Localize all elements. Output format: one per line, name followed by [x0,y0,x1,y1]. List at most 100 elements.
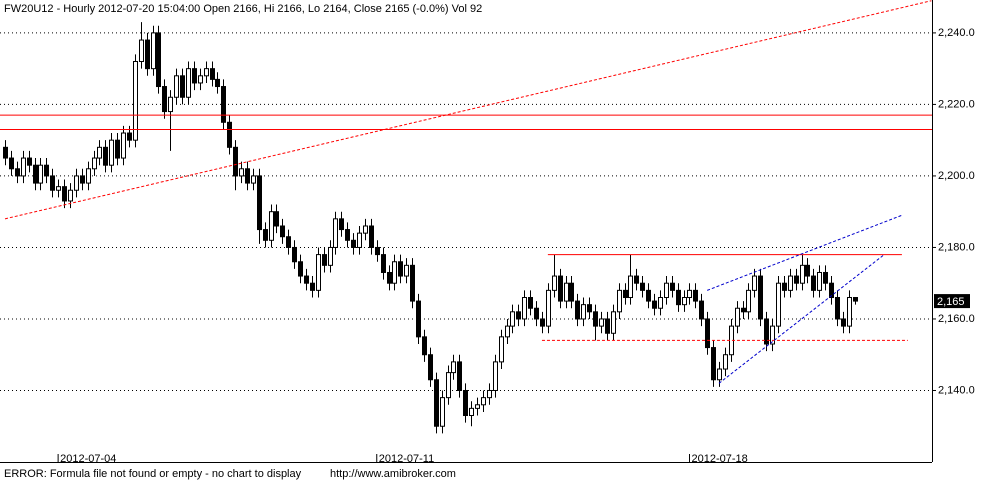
candle-body [27,157,32,166]
candle-body [593,311,598,327]
candle-body [304,275,309,284]
candle-body [835,297,840,320]
candle-body [640,282,645,291]
candle-body [558,275,563,302]
candle-body [162,86,167,113]
candle-body [699,300,704,320]
candle-body [121,132,126,159]
candle-body [481,397,486,406]
candle-body [133,61,138,141]
candle-body [239,168,244,177]
candle-body [151,32,156,70]
candle-body [723,354,728,370]
candle-body [451,361,456,374]
candle-body [186,68,191,98]
last-price-box [934,294,970,309]
x-tick-label: 2012-07-11 [379,453,434,465]
candle-body [80,175,85,184]
candle-body [564,282,569,302]
candle-body [33,164,38,184]
candle-body [794,275,799,284]
candle-body [782,282,787,291]
candle-body [652,300,657,309]
candle-body [322,254,327,266]
candle-body [499,336,504,363]
candle-body [215,78,220,88]
candle-body [74,175,79,191]
candle-body [109,139,114,166]
candle-body [375,246,380,256]
candle-body [581,304,586,320]
y-tick-label: 2,140.0 [938,384,975,396]
candle-body [21,157,26,177]
candle-body [92,157,97,170]
candle-body [280,225,285,238]
candle-body [168,96,173,113]
candle-body [428,354,433,381]
candle-body [764,318,769,345]
candle-body [811,275,816,291]
candle-body [569,282,574,302]
candle-body [741,307,746,313]
candle-body [493,361,498,391]
candle-body [770,325,775,345]
candle-body [670,282,675,291]
candle-body [392,261,397,284]
candle-body [180,75,185,98]
candle-body [617,289,622,313]
candle-body [50,175,55,191]
candle-body [333,218,338,248]
candle-body [210,68,215,80]
chart-title: FW20U12 - Hourly 2012-07-20 15:04:00 Ope… [4,3,482,15]
candle-body [38,164,43,184]
candle-body [534,307,539,320]
candle-body [198,75,203,84]
candle-body [269,211,274,241]
candle-body [434,379,439,427]
candle-body [115,139,120,159]
candle-body [410,264,415,302]
candle-body [475,404,480,409]
candle-body [68,189,73,202]
candle-body [628,275,633,299]
candle-body [510,311,515,327]
candle-body [587,304,592,313]
candle-body [487,389,492,399]
candle-body [233,146,238,177]
y-tick-label: 2,200.0 [938,170,975,182]
candle-body [446,372,451,399]
candle-body [345,229,350,241]
x-tick-label: 2012-07-18 [691,453,747,465]
footer-error: ERROR: Formula file not found or empty -… [4,468,302,480]
candle-body [805,264,810,277]
candle-body [646,289,651,302]
candle-body [174,75,179,98]
candle-body [422,336,427,356]
candle-body [505,325,510,338]
candle-body [339,218,344,231]
candle-body [776,282,781,327]
candle-body [251,175,256,184]
candle-body [263,229,268,241]
candle-body [623,289,628,299]
candle-body [398,261,403,277]
candle-body [829,282,834,299]
y-tick-label: 2,220.0 [938,98,975,110]
candle-body [156,32,161,88]
candle-body [605,318,610,334]
candle-body [575,300,580,320]
candle-body [682,297,687,306]
candle-body [97,146,102,159]
candle-body [328,246,333,266]
candle-body [705,318,710,349]
candle-body [257,175,262,231]
candle-body [847,297,852,327]
candle-body [800,264,805,284]
candle-body [440,397,445,427]
candle-body [758,275,763,320]
candle-body [788,275,793,291]
candle-body [746,289,751,313]
candle-body [404,264,409,277]
candle-body [546,289,551,327]
